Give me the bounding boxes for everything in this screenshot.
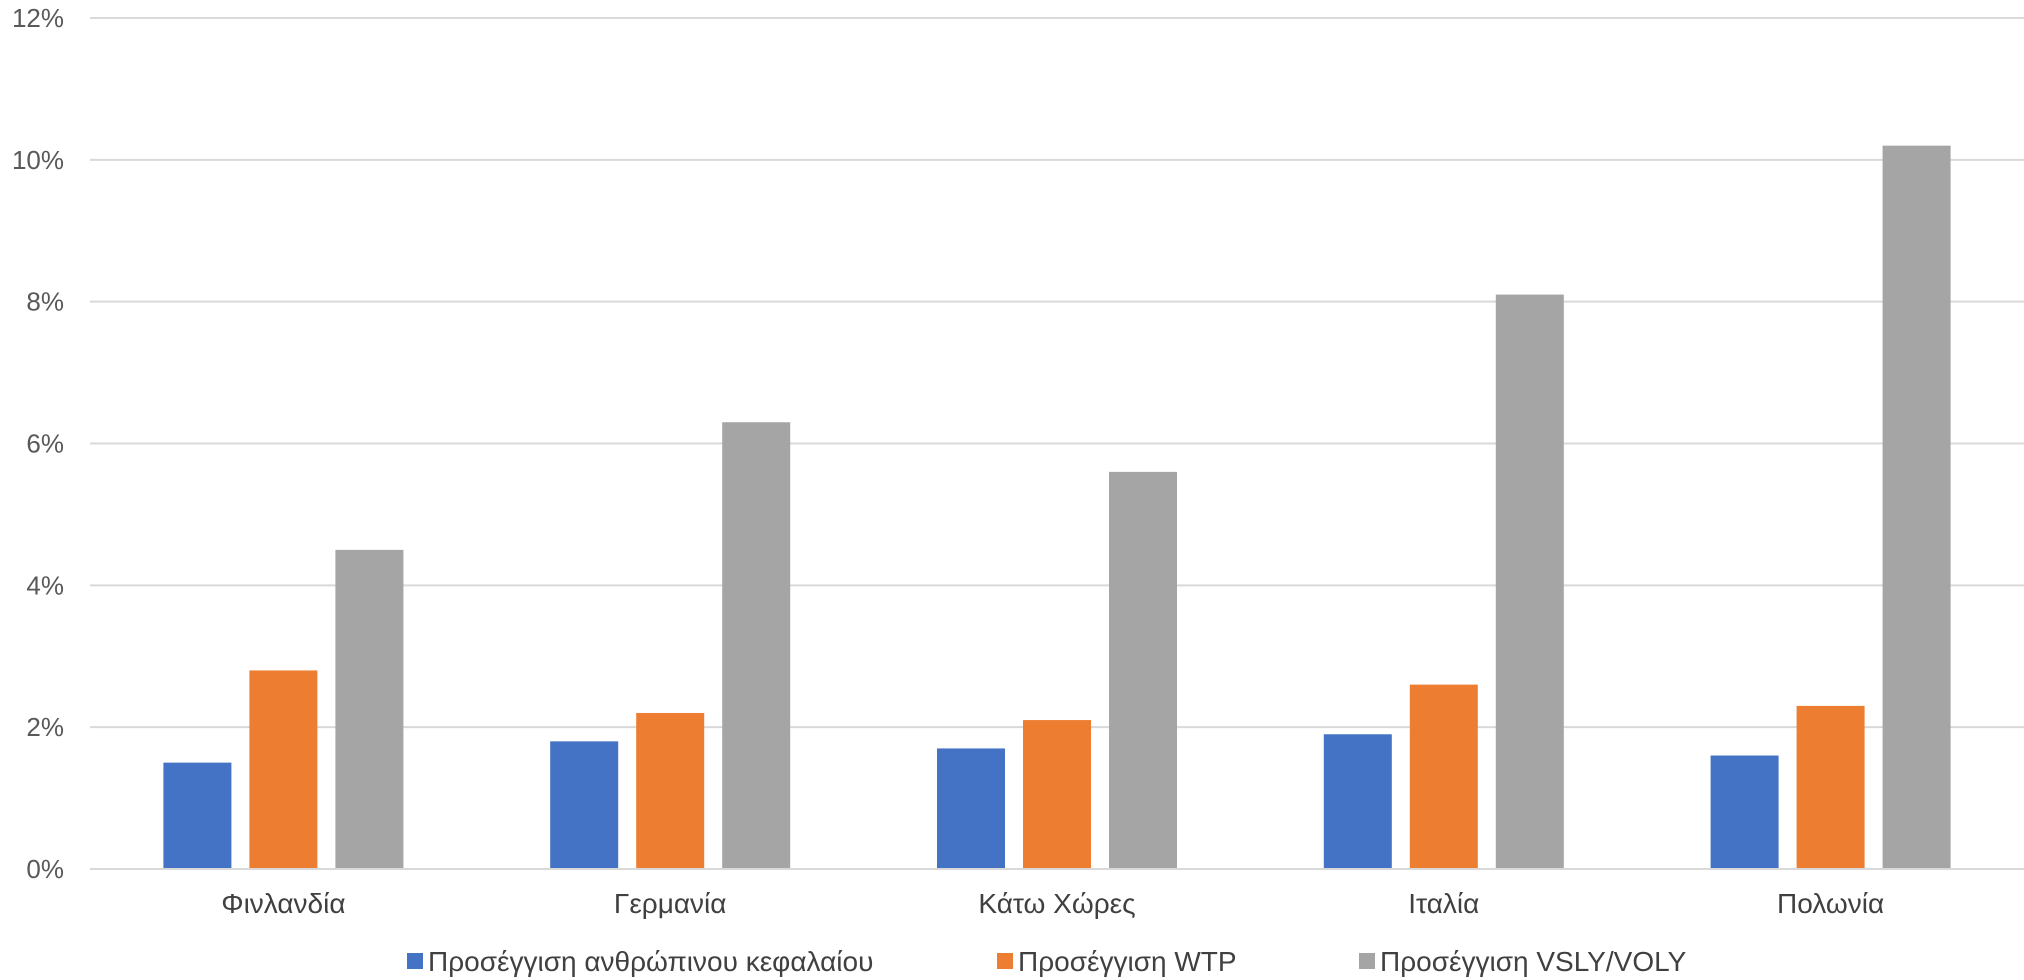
bar	[335, 549, 404, 869]
y-tick-label: 6%	[26, 429, 64, 459]
legend-label: Προσέγγιση ανθρώπινου κεφαλαίου	[428, 946, 873, 977]
legend-label: Προσέγγιση VSLY/VOLY	[1380, 946, 1687, 977]
y-tick-label: 2%	[26, 712, 64, 742]
bar	[1323, 734, 1392, 869]
legend-swatch	[1359, 953, 1375, 969]
bar	[1796, 705, 1865, 869]
y-axis-ticks: 0% 2% 4% 6% 8% 10% 12%	[12, 3, 64, 884]
x-tick-label: Ιταλία	[1408, 888, 1479, 919]
legend-label: Προσέγγιση WTP	[1018, 946, 1237, 977]
y-tick-label: 0%	[26, 854, 64, 884]
bar	[550, 741, 619, 869]
x-tick-label: Πολωνία	[1777, 888, 1884, 919]
bar	[937, 748, 1005, 869]
bar	[1409, 684, 1478, 869]
y-tick-label: 8%	[26, 287, 64, 317]
bar	[249, 670, 318, 869]
bar	[722, 422, 791, 869]
x-axis-categories: Φινλανδία Γερμανία Κάτω Χώρες Ιταλία Πολωνία	[221, 888, 1884, 919]
bar	[1023, 720, 1091, 869]
bar	[1495, 294, 1564, 869]
bar	[1109, 471, 1177, 869]
legend-swatch	[997, 953, 1013, 969]
bar	[1710, 755, 1779, 869]
gridlines	[90, 17, 2024, 729]
legend: Προσέγγιση ανθρώπινου κεφαλαίου Προσέγγισ…	[407, 946, 1687, 977]
bar	[636, 712, 705, 869]
legend-swatch	[407, 953, 423, 969]
bar	[1882, 145, 1951, 869]
x-tick-label: Κάτω Χώρες	[978, 888, 1135, 919]
y-tick-label: 4%	[26, 570, 64, 600]
y-tick-label: 12%	[12, 3, 64, 33]
y-tick-label: 10%	[12, 145, 64, 175]
bars	[163, 145, 1951, 869]
bar	[163, 762, 232, 869]
x-tick-label: Φινλανδία	[221, 888, 345, 919]
x-tick-label: Γερμανία	[614, 888, 727, 919]
